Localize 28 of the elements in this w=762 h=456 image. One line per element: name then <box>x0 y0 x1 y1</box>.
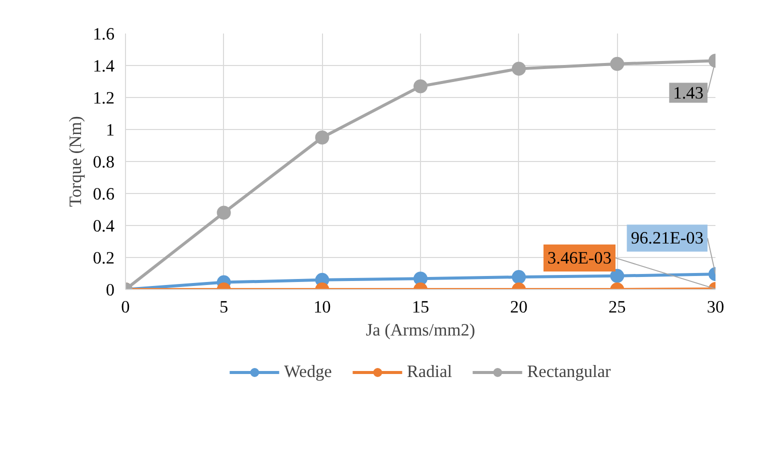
point <box>610 56 624 71</box>
legend-label: Rectangular <box>527 362 611 382</box>
data-label: 1.43 <box>673 84 704 103</box>
point <box>414 79 428 94</box>
data-label: 96.21E-03 <box>630 228 704 248</box>
x-tick-label: 25 <box>608 298 626 316</box>
legend-label: Wedge <box>284 362 332 382</box>
y-tick-label: 0.4 <box>92 216 115 236</box>
y-tick-label: 0 <box>106 280 115 300</box>
y-tick-label: 0.6 <box>92 184 115 204</box>
y-tick-label: 1 <box>106 120 115 140</box>
y-axis-title: Torque (Nm) <box>66 116 85 207</box>
y-tick-label: 0.2 <box>92 248 115 268</box>
x-tick-label: 0 <box>121 298 130 316</box>
point <box>512 62 526 76</box>
y-tick-label: 1.6 <box>92 24 115 44</box>
data-label: 3.46E-03 <box>547 248 612 268</box>
x-tick-label: 30 <box>706 298 724 316</box>
x-axis-title: Ja (Arms/mm2) <box>366 320 476 340</box>
x-tick-label: 10 <box>314 298 331 316</box>
y-tick-label: 1.2 <box>92 88 115 108</box>
x-tick-label: 5 <box>220 298 228 316</box>
legend-label: Radial <box>406 362 452 382</box>
x-tick-label: 20 <box>510 298 528 316</box>
x-tick-label: 15 <box>412 298 430 316</box>
point <box>315 130 330 144</box>
y-tick-label: 0.8 <box>92 152 115 172</box>
y-tick-label: 1.4 <box>92 56 115 76</box>
